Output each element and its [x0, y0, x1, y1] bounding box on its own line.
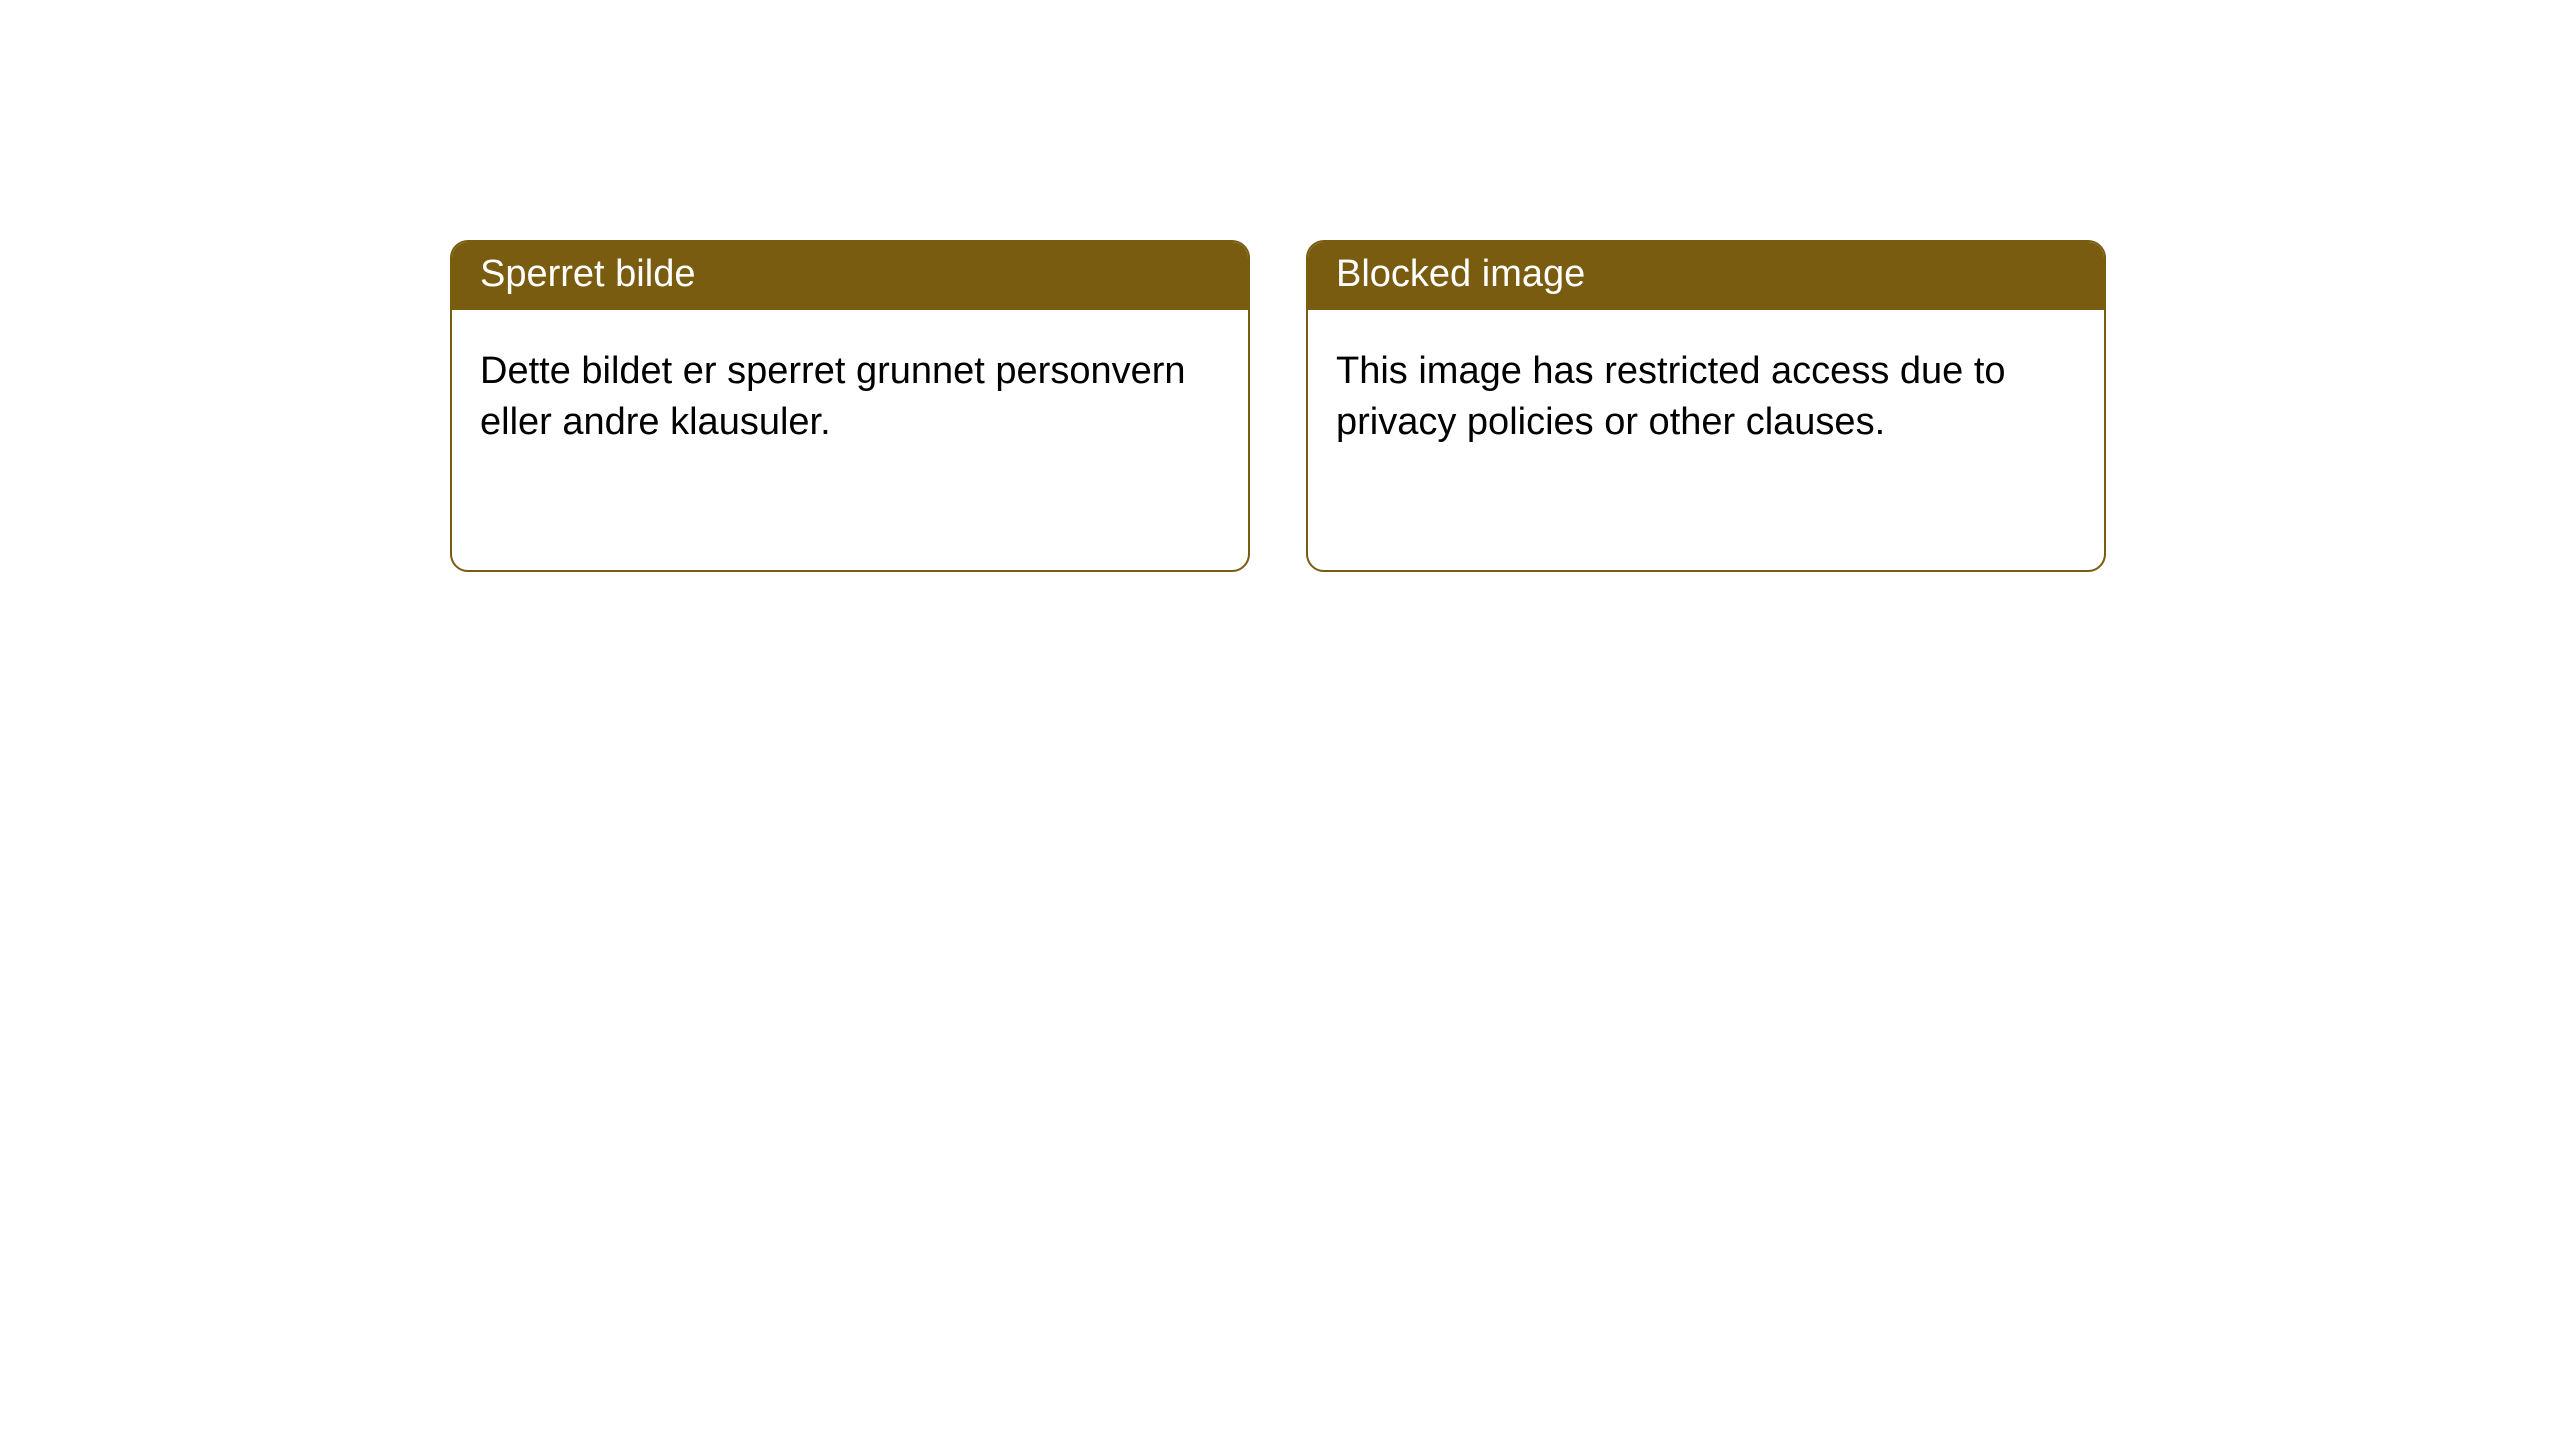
- notice-container: Sperret bilde Dette bildet er sperret gr…: [0, 0, 2560, 572]
- card-header-norwegian: Sperret bilde: [452, 242, 1248, 310]
- card-body-norwegian: Dette bildet er sperret grunnet personve…: [452, 310, 1248, 485]
- blocked-image-card-norwegian: Sperret bilde Dette bildet er sperret gr…: [450, 240, 1250, 572]
- card-body-english: This image has restricted access due to …: [1308, 310, 2104, 485]
- blocked-image-card-english: Blocked image This image has restricted …: [1306, 240, 2106, 572]
- card-header-english: Blocked image: [1308, 242, 2104, 310]
